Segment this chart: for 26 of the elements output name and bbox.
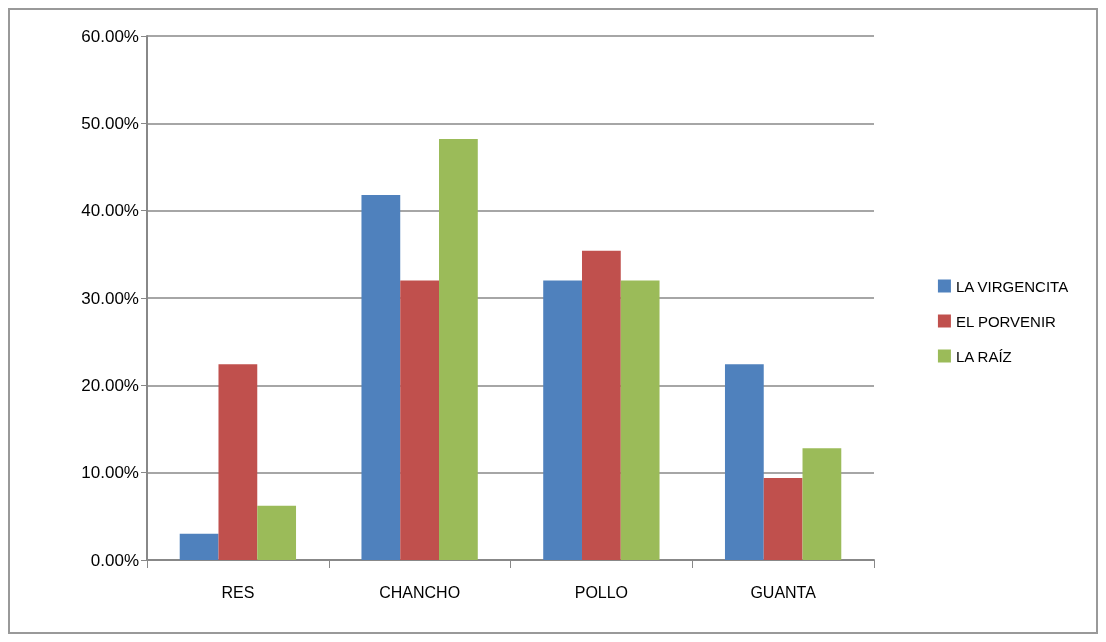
y-tick-label: 30.00% bbox=[81, 288, 139, 308]
x-tick-label: RES bbox=[221, 583, 255, 601]
bar bbox=[763, 477, 803, 560]
bar bbox=[724, 364, 764, 560]
bar bbox=[581, 250, 621, 560]
bar bbox=[257, 505, 297, 560]
bar bbox=[400, 280, 440, 560]
legend-label: LA RAÍZ bbox=[955, 347, 1012, 365]
bar bbox=[543, 280, 582, 560]
x-tick-label: POLLO bbox=[574, 583, 629, 601]
bar bbox=[439, 139, 478, 560]
y-tick-label: 10.00% bbox=[81, 463, 139, 483]
y-tick-label: 60.00% bbox=[81, 26, 139, 46]
y-tick-label: 40.00% bbox=[81, 201, 139, 221]
y-tick-label: 0.00% bbox=[90, 550, 139, 570]
bar bbox=[620, 280, 660, 560]
y-tick-label: 20.00% bbox=[81, 375, 139, 395]
bar bbox=[361, 194, 401, 560]
legend-label: EL PORVENIR bbox=[955, 312, 1057, 330]
x-tick-label: GUANTA bbox=[750, 583, 817, 601]
bar bbox=[802, 448, 842, 560]
bar bbox=[218, 364, 258, 560]
legend-label: LA VIRGENCITA bbox=[955, 277, 1069, 295]
x-tick-label: CHANCHO bbox=[379, 583, 461, 601]
bar bbox=[179, 533, 219, 560]
y-tick-label: 50.00% bbox=[81, 113, 139, 133]
